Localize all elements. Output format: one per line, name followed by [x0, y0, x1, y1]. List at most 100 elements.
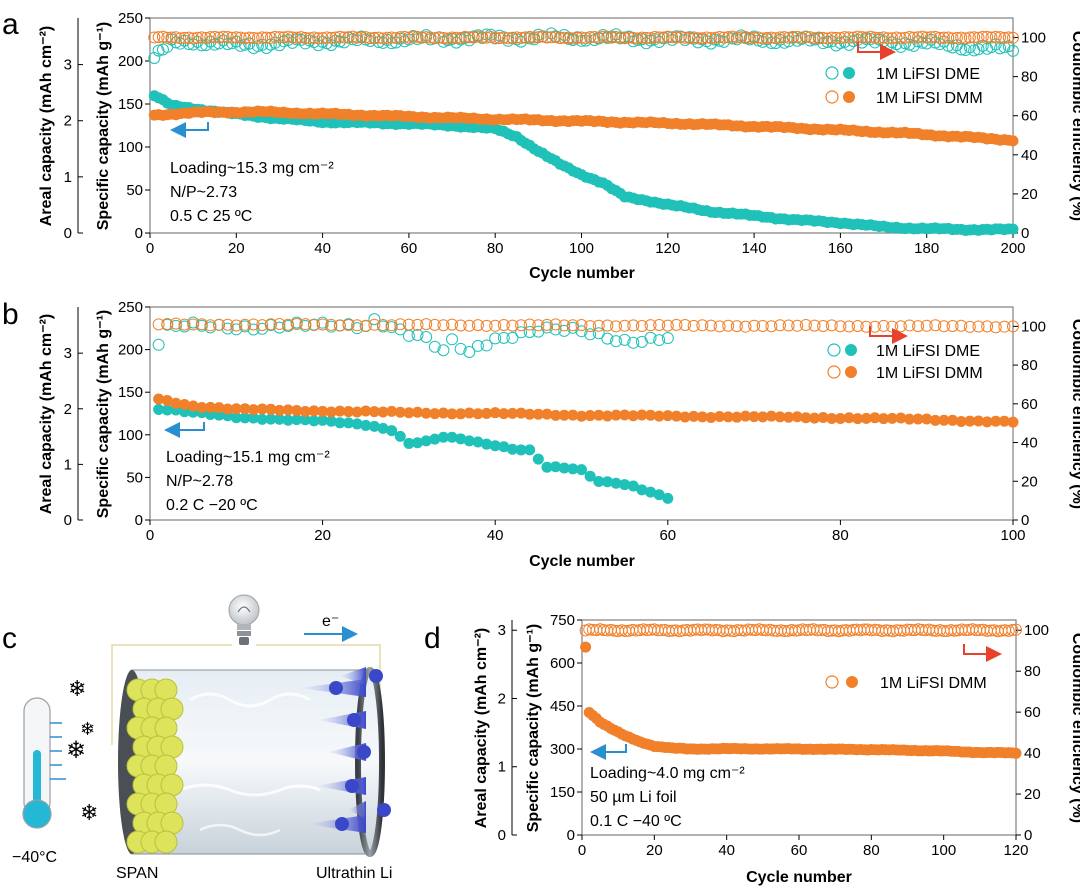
capacity-point-dmm [972, 415, 984, 427]
ce-point-dmm [743, 32, 756, 45]
ce-point-dmm [221, 318, 234, 331]
ce-tick-label: 100 [1021, 30, 1046, 47]
capacity-point-dmm [679, 411, 691, 423]
capacity-point-dmm [368, 406, 380, 418]
x-tick-label: 100 [1000, 527, 1025, 544]
ce-point-dme [497, 331, 510, 344]
capacity-point-dmm [481, 407, 493, 419]
ce-point-dmm [355, 31, 368, 44]
legend-marker-open-dme-b [827, 343, 841, 357]
capacity-point-dmm [852, 413, 864, 425]
ce-point-dmm [161, 318, 174, 331]
ce-point-dmm [493, 32, 506, 45]
ce-point-dmm [644, 32, 657, 45]
ce-tick-label: 60 [1021, 108, 1038, 125]
ce-point-dmm [920, 319, 933, 332]
ce-point-dme [260, 42, 273, 55]
ce-point-dmm [351, 319, 364, 332]
y-tick-label: 100 [118, 139, 143, 156]
ce-point-dmm [709, 31, 722, 44]
capacity-point-dmm [947, 414, 959, 426]
ce-point-dmm [717, 31, 730, 44]
ce-point-dmm [627, 31, 640, 44]
areal-tick-label: 3 [64, 345, 72, 362]
ce-point-dme [584, 328, 597, 341]
ce-point-dmm [610, 31, 623, 44]
ce-point-dmm [385, 31, 398, 44]
ce-point-dmm [549, 31, 562, 44]
capacity-point-dme [515, 444, 527, 456]
ce-point-dme [661, 332, 674, 345]
capacity-point-dmm [662, 410, 674, 422]
ce-point-dmm [661, 319, 674, 332]
ce-point-dmm [825, 319, 838, 332]
ce-point-dmm [213, 318, 226, 331]
ce-point-dmm [480, 319, 493, 332]
ce-point-dmm [860, 31, 873, 44]
y-tick-label: 150 [550, 784, 575, 801]
ce-point-dmm [377, 32, 390, 45]
ce-point-dmm [299, 31, 312, 44]
capacity-point-dme [230, 412, 242, 424]
ce-point-dmm [795, 31, 808, 44]
ce-point-dmm [627, 319, 640, 332]
li-deposit [357, 745, 371, 759]
ce-point-dme [566, 321, 579, 334]
capacity-point-dmm [420, 407, 432, 419]
capacity-point-dmm [653, 410, 665, 422]
ce-point-dmm [1006, 623, 1019, 636]
capacity-point-dme [394, 430, 406, 442]
ce-point-dmm [342, 318, 355, 331]
capacity-point-dme [558, 462, 570, 474]
capacity-point-dmm [800, 412, 812, 424]
legend-marker-open-dme-a [825, 66, 839, 80]
capacity-point-dmm [248, 404, 260, 416]
ce-point-dmm [290, 31, 303, 44]
ce-point-dme [420, 330, 433, 343]
capacity-point-dmm [576, 410, 587, 422]
ce-point-dmm [808, 319, 821, 332]
ce-point-dmm [972, 31, 985, 44]
ce-point-dme [627, 336, 640, 349]
ce-point-dme [579, 34, 592, 47]
ce-point-dme [635, 335, 648, 348]
capacity-point-dme [567, 463, 579, 475]
ce-point-dmm [316, 32, 329, 45]
capacity-point-dme [299, 414, 311, 426]
ce-point-dmm [402, 31, 415, 44]
ce-point-dmm [325, 31, 338, 44]
x-tick-label: 60 [659, 527, 676, 544]
ce-point-dmm [446, 318, 459, 331]
areal-tick-label: 3 [498, 622, 506, 639]
ce-point-dmm [786, 30, 799, 43]
capacity-point-dmm [826, 412, 838, 424]
ce-point-dme [411, 329, 424, 342]
ce-point-dmm [890, 31, 903, 44]
capacity-point-dme [317, 414, 329, 426]
capacity-point-dmm [213, 402, 225, 414]
capacity-point-dmm [688, 410, 700, 422]
ce-point-dmm [480, 31, 493, 44]
ce-point-dmm [169, 31, 182, 44]
ce-tick-label: 20 [1021, 186, 1038, 203]
ce-point-dmm [601, 30, 614, 43]
x-tick-label: 20 [228, 240, 245, 257]
capacity-point-dmm [515, 407, 527, 419]
ce-point-dmm [351, 31, 364, 44]
ce-point-dmm [420, 318, 433, 331]
capacity-point-dmm [981, 416, 993, 428]
ce-point-dmm [553, 32, 566, 45]
capacity-point-dmm [256, 403, 268, 415]
ce-point-dmm [532, 31, 545, 44]
ce-point-dmm [506, 319, 519, 332]
y-tick-label: 150 [118, 384, 143, 401]
capacity-point-dmm [291, 404, 303, 416]
ce-point-dmm [730, 320, 743, 333]
capacity-point-dmm [429, 408, 441, 420]
annotation-rate-temp-b: 0.2 C −20 ºC [166, 497, 258, 514]
ce-point-dmm [217, 30, 230, 43]
annotation-rate-temp-a: 0.5 C 25 ºC [170, 208, 252, 225]
ce-point-dmm [437, 31, 450, 44]
li-deposit [377, 803, 391, 817]
ce-tick-label: 60 [1024, 704, 1041, 721]
